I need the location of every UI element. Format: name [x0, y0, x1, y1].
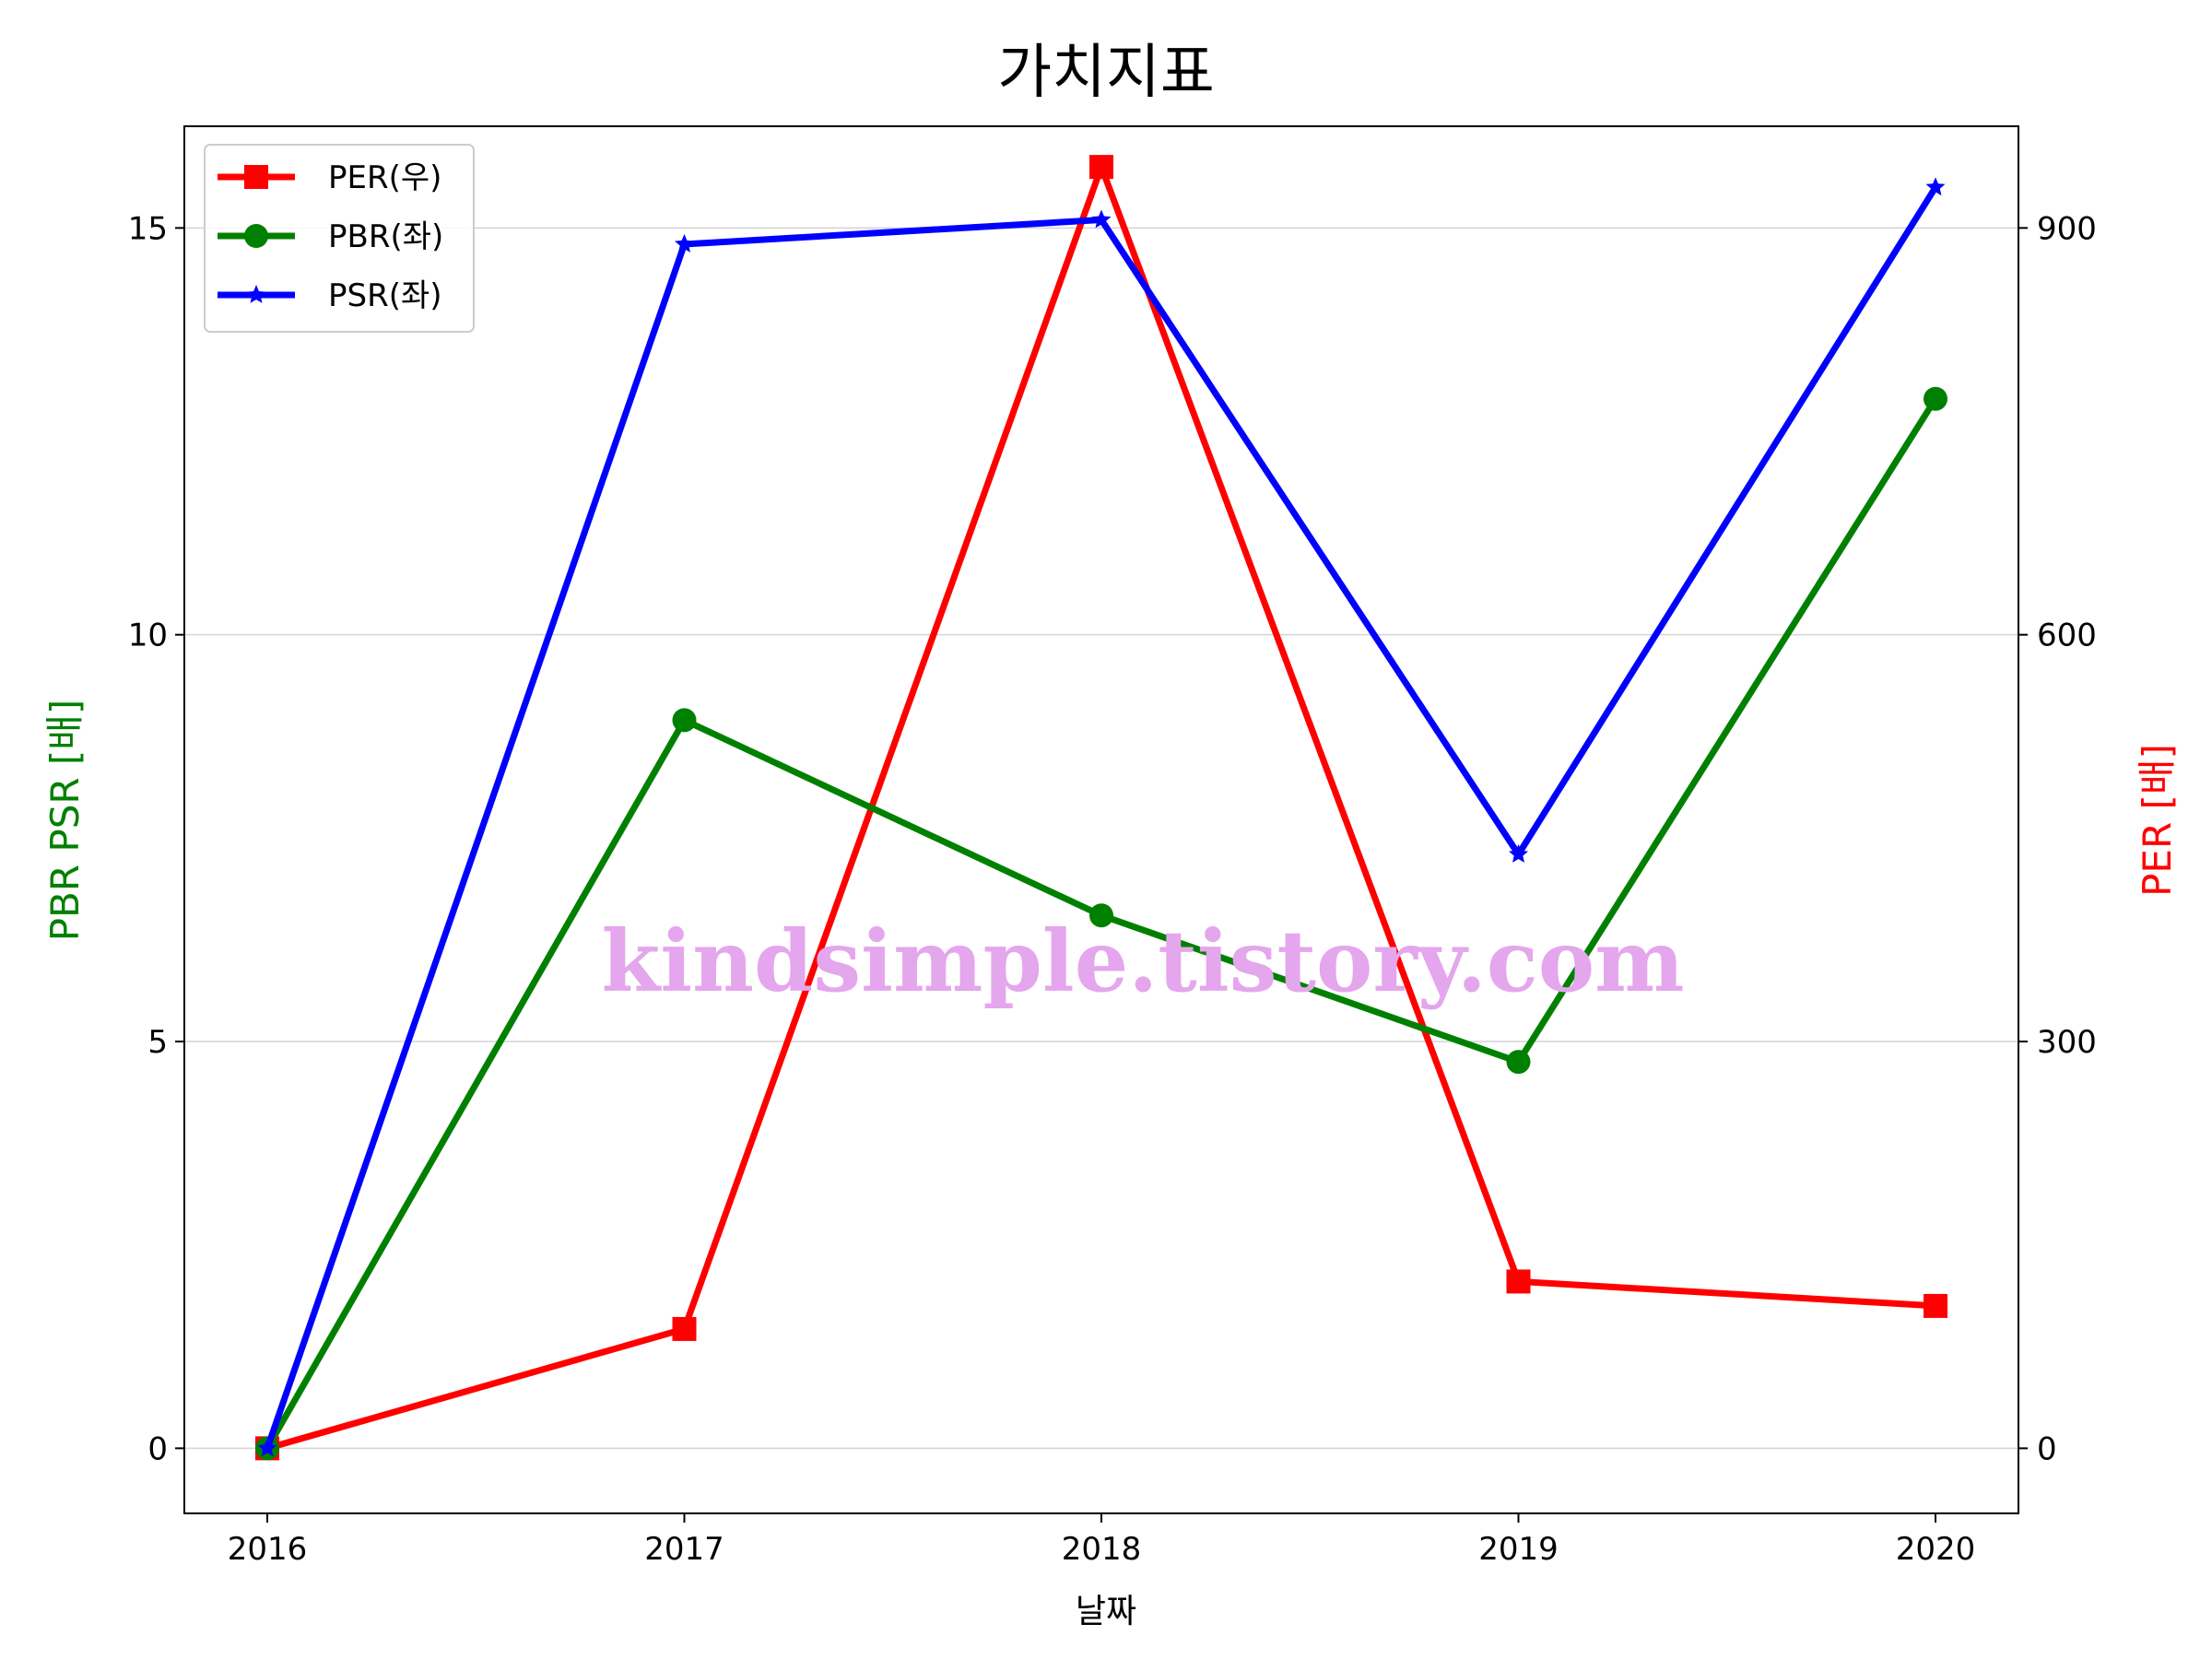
series-1 — [255, 386, 1947, 1461]
data-point — [1924, 386, 1947, 411]
x-tick-label: 2019 — [1478, 1531, 1559, 1568]
data-point — [1506, 1050, 1531, 1075]
chart-title: 가치지표 — [997, 39, 1215, 107]
data-point — [1924, 1293, 1947, 1318]
x-tick-label: 2016 — [228, 1531, 308, 1568]
legend-label: PER(우) — [328, 159, 441, 196]
series-2 — [257, 177, 1946, 1457]
data-point — [675, 234, 694, 253]
data-point — [1506, 1269, 1531, 1294]
legend-label: PBR(좌) — [328, 218, 443, 255]
data-point — [1925, 177, 1946, 196]
data-point — [672, 1316, 697, 1341]
legend-label: PSR(좌) — [328, 277, 442, 314]
x-tick-label: 2017 — [644, 1531, 724, 1568]
x-tick-label: 2020 — [1896, 1531, 1976, 1568]
y-right-tick-label: 900 — [2037, 210, 2097, 247]
series-layer — [255, 155, 1947, 1461]
data-point — [1089, 155, 1113, 180]
data-point — [672, 708, 697, 733]
y-right-tick-label: 300 — [2037, 1024, 2097, 1061]
series-0 — [255, 155, 1947, 1461]
y-right-tick-label: 0 — [2037, 1430, 2057, 1467]
data-point — [257, 1438, 277, 1457]
x-axis-label: 날짜 — [1076, 1593, 1136, 1630]
legend-marker — [244, 165, 268, 189]
y-left-tick-label: 0 — [147, 1430, 168, 1467]
legend-marker — [244, 224, 268, 248]
y-right-tick-label: 600 — [2037, 618, 2097, 654]
y-axis-left-label: PBR PSR [배] — [42, 700, 88, 942]
watermark-text: kindsimple.tistory.com — [601, 912, 1684, 1011]
legend-marker — [246, 285, 266, 303]
legend: PER(우) PBR(좌) PSR(좌) — [204, 144, 475, 333]
legend-box — [204, 144, 475, 333]
axes: 0 5 10 15 0 300 600 900 2016 2017 2018 2019 2020 — [128, 210, 2097, 1568]
data-point — [1089, 903, 1113, 928]
y-left-tick-label: 15 — [128, 210, 168, 247]
grid-lines — [184, 227, 2018, 1450]
x-tick-label: 2018 — [1062, 1531, 1142, 1568]
y-left-tick-label: 10 — [128, 618, 168, 654]
data-point — [1091, 209, 1112, 229]
data-point — [1509, 844, 1528, 863]
y-left-tick-label: 5 — [147, 1024, 168, 1061]
y-axis-right-label: PER [배] — [2135, 744, 2180, 897]
